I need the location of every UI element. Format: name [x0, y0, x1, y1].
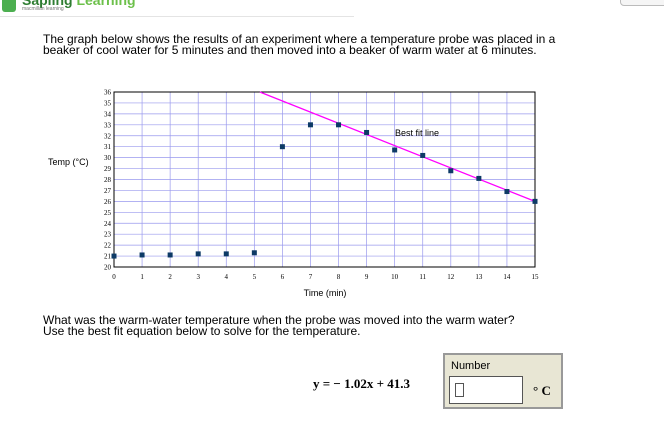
x-tick-label: 13 — [475, 273, 483, 281]
app-header: Sapling Learning macmillan learning — [0, 0, 354, 17]
data-point — [364, 129, 370, 135]
data-point — [279, 144, 285, 150]
x-tick-label: 8 — [337, 273, 341, 281]
input-cursor — [455, 383, 464, 397]
y-tick-label: 28 — [104, 176, 112, 184]
y-tick-label: 23 — [104, 231, 112, 239]
question-line-1: What was the warm-water temperature when… — [43, 313, 515, 327]
data-point — [167, 252, 173, 258]
question-line-2: Use the best fit equation below to solve… — [43, 324, 361, 338]
y-tick-label: 33 — [104, 121, 112, 129]
scatter-chart: Temp (°C) Time (min) 0 1 2 3 4 5 6 7 8 9 10 11 12 13 1… — [48, 89, 540, 299]
y-tick-label: 20 — [104, 264, 112, 272]
x-tick-label: 11 — [419, 273, 426, 281]
data-point — [307, 122, 313, 128]
x-tick-label: 5 — [253, 273, 257, 281]
data-point — [251, 250, 257, 256]
top-right-button[interactable] — [620, 0, 664, 6]
data-point — [195, 251, 201, 257]
data-point — [336, 122, 342, 128]
y-tick-label: 29 — [104, 165, 112, 173]
x-tick-label: 12 — [447, 273, 455, 281]
intro-line-2: beaker of cool water for 5 minutes and t… — [43, 43, 537, 57]
brand-part1: Sapling — [22, 0, 77, 8]
x-tick-label: 6 — [281, 273, 285, 281]
plot-frame — [113, 91, 536, 268]
x-axis-label: Time (min) — [304, 288, 347, 298]
data-point — [111, 253, 117, 259]
x-tick-label: 0 — [112, 273, 116, 281]
data-point — [392, 147, 398, 153]
intro-line-1: The graph below shows the results of an … — [43, 32, 556, 46]
x-tick-label: 2 — [168, 273, 172, 281]
data-point — [532, 198, 538, 204]
x-tick-label: 4 — [225, 273, 229, 281]
data-point — [504, 189, 510, 195]
x-tick-label: 10 — [391, 273, 399, 281]
unit-label: ° C — [533, 383, 551, 398]
best-fit-line — [259, 91, 536, 202]
x-tick-label: 7 — [309, 273, 313, 281]
best-fit-equation: y = − 1.02x + 41.3 — [313, 376, 410, 391]
data-point — [448, 168, 454, 174]
answer-label: Number — [451, 360, 491, 372]
y-tick-label: 24 — [104, 220, 112, 228]
x-tick-label: 14 — [503, 273, 511, 281]
y-tick-label: 35 — [104, 99, 112, 107]
y-tick-label: 31 — [104, 143, 112, 151]
y-tick-label: 27 — [104, 187, 112, 195]
x-tick-label: 3 — [196, 273, 200, 281]
data-point — [420, 152, 426, 158]
data-point — [223, 251, 229, 257]
y-tick-label: 26 — [104, 198, 112, 206]
logo-icon — [2, 0, 16, 12]
brand-subtitle: macmillan learning — [22, 6, 64, 12]
brand-part2: Learning — [76, 0, 136, 8]
y-tick-label: 34 — [104, 110, 112, 118]
data-point — [139, 252, 145, 258]
y-tick-label: 32 — [104, 132, 112, 140]
y-tick-label: 30 — [104, 154, 112, 162]
y-tick-label: 36 — [104, 89, 112, 97]
brand-name: Sapling Learning — [22, 0, 136, 8]
data-point — [476, 175, 482, 181]
y-tick-label: 22 — [104, 242, 112, 250]
temperature-input[interactable] — [449, 376, 523, 404]
answer-box: Number ° C — [443, 353, 563, 409]
fit-line-label: Best fit line — [395, 128, 439, 138]
x-tick-label: 15 — [532, 273, 540, 281]
y-axis-label: Temp (°C) — [48, 157, 89, 167]
x-tick-label: 1 — [140, 273, 144, 281]
y-tick-label: 25 — [104, 209, 112, 217]
y-tick-label: 21 — [104, 253, 112, 261]
x-tick-label: 9 — [365, 273, 369, 281]
